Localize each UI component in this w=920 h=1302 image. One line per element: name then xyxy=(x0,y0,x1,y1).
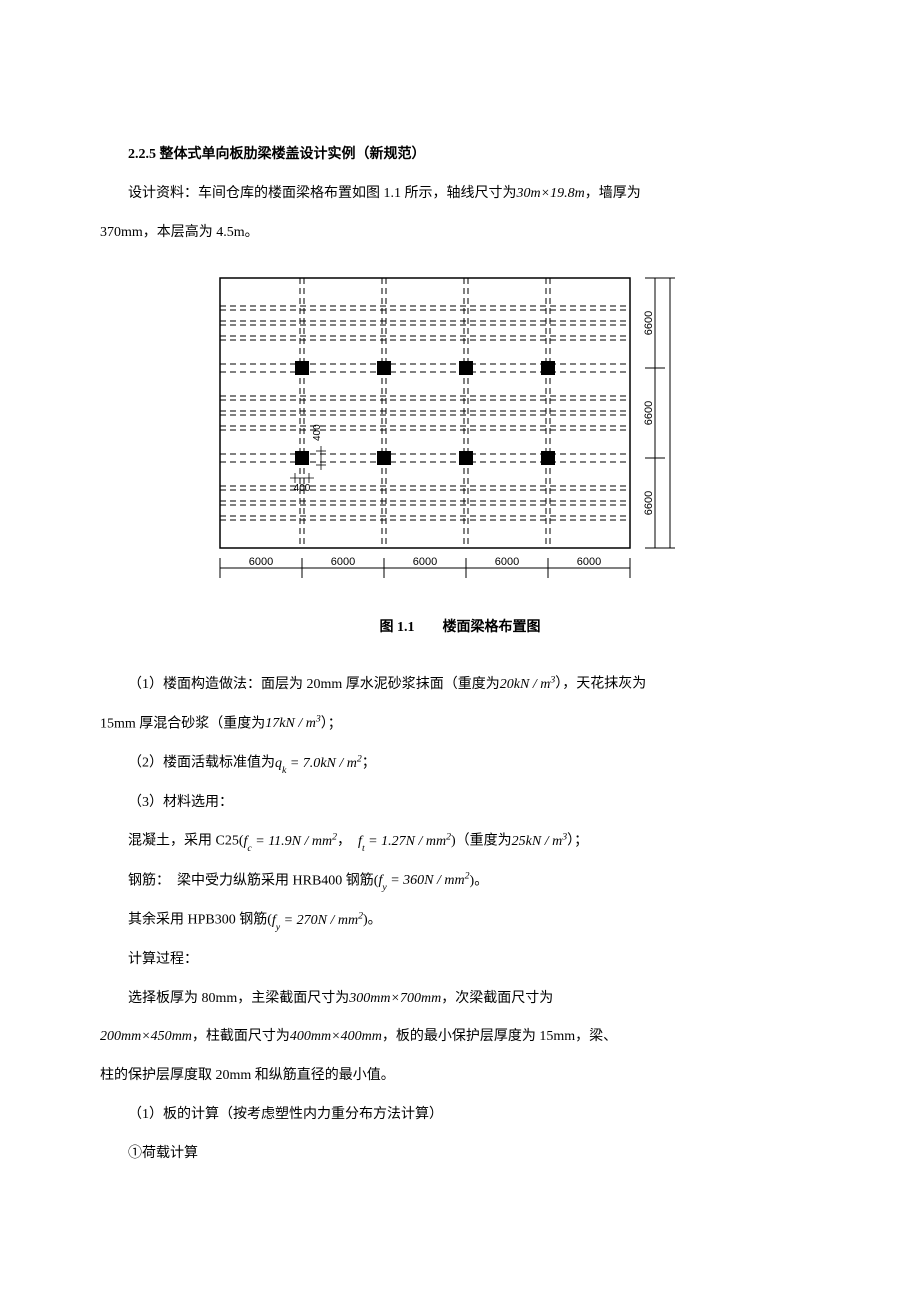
p5-c: ）； xyxy=(567,834,588,849)
p10-b: ，板的最小保护层厚度为 15mm，梁、 xyxy=(382,1029,617,1044)
p1-a: （1）楼面构造做法：面层为 20mm 厚水泥砂浆抹面（重度为 xyxy=(100,670,500,701)
para-2: 15mm 厚混合砂浆（重度为17kN / m3）； xyxy=(100,709,820,740)
x-label-4: 6000 xyxy=(577,556,601,568)
p2-b: ）； xyxy=(321,716,342,731)
p5-b: )（重度为 xyxy=(451,834,512,849)
intro-1-post: ，墙厚为 xyxy=(585,186,641,201)
para-13: ①荷载计算 xyxy=(100,1139,820,1170)
p10-v1: 200mm×450mm xyxy=(100,1029,192,1044)
floor-plan-svg: 400 400 6000 6000 6000 6000 6000 xyxy=(210,268,710,598)
p5-a: 混凝土，采用 C25( xyxy=(128,834,244,849)
floor-plan-diagram: 400 400 6000 6000 6000 6000 6000 xyxy=(100,268,820,598)
intro-dim: 30m×19.8m xyxy=(517,186,585,201)
dim-400v: 400 xyxy=(312,424,323,441)
p7-fy: fy = 270N / mm2 xyxy=(272,913,363,928)
para-11: 柱的保护层厚度取 20mm 和纵筋直径的最小值。 xyxy=(100,1061,820,1092)
p9-v1: 300mm×700mm xyxy=(349,991,441,1006)
para-1: （1）楼面构造做法：面层为 20mm 厚水泥砂浆抹面（重度为20kN / m3）… xyxy=(100,669,820,700)
p2-val: 17kN / m3 xyxy=(265,716,320,731)
p5-val: 25kN / m3 xyxy=(512,834,567,849)
p3-a: （2）楼面活载标准值为 xyxy=(128,756,275,771)
p6-a: 钢筋： 梁中受力纵筋采用 HRB400 钢筋( xyxy=(128,873,378,888)
p6-fy: fy = 360N / mm2 xyxy=(378,873,469,888)
p10-v2: 400mm×400mm xyxy=(290,1029,382,1044)
para-8: 计算过程： xyxy=(100,945,820,976)
p3-b: ； xyxy=(362,756,376,771)
y-label-0: 6600 xyxy=(643,311,655,335)
x-label-1: 6000 xyxy=(331,556,355,568)
para-3: （2）楼面活载标准值为qk = 7.0kN / m2； xyxy=(100,748,820,779)
dim-400h: 400 xyxy=(294,483,311,494)
x-label-3: 6000 xyxy=(495,556,519,568)
p2-a: 15mm 厚混合砂浆（重度为 xyxy=(100,716,265,731)
p7-a: 其余采用 HPB300 钢筋( xyxy=(128,913,272,928)
p9-b: ，次梁截面尺寸为 xyxy=(441,991,553,1006)
intro-line-1: 设计资料：车间仓库的楼面梁格布置如图 1.1 所示，轴线尺寸为30m×19.8m… xyxy=(100,179,820,210)
figure-caption: 图 1.1 楼面梁格布置图 xyxy=(100,613,820,644)
y-label-2: 6600 xyxy=(643,491,655,515)
p3-sym: qk = 7.0kN / m2 xyxy=(275,756,362,771)
x-label-2: 6000 xyxy=(413,556,437,568)
p10-a: ，柱截面尺寸为 xyxy=(192,1029,290,1044)
para-4: （3）材料选用： xyxy=(100,788,820,819)
para-12: （1）板的计算（按考虑塑性内力重分布方法计算） xyxy=(100,1100,820,1131)
p7-b: )。 xyxy=(363,913,382,928)
para-6: 钢筋： 梁中受力纵筋采用 HRB400 钢筋(fy = 360N / mm2)。 xyxy=(100,866,820,897)
y-label-1: 6600 xyxy=(643,401,655,425)
x-label-0: 6000 xyxy=(249,556,273,568)
intro-1-pre: 设计资料：车间仓库的楼面梁格布置如图 1.1 所示，轴线尺寸为 xyxy=(100,179,517,210)
p1-b: ），天花抹灰为 xyxy=(555,677,646,692)
para-5: 混凝土，采用 C25(fc = 11.9N / mm2， ft = 1.27N … xyxy=(100,826,820,857)
para-9: 选择板厚为 80mm，主梁截面尺寸为300mm×700mm，次梁截面尺寸为 xyxy=(100,984,820,1015)
p5-fc: fc = 11.9N / mm2 xyxy=(244,834,338,849)
section-heading: 2.2.5 整体式单向板肋梁楼盖设计实例（新规范） xyxy=(100,140,820,171)
p1-val1: 20kN / m3 xyxy=(500,677,555,692)
p5-mid: ， xyxy=(337,834,358,849)
para-10: 200mm×450mm，柱截面尺寸为400mm×400mm，板的最小保护层厚度为… xyxy=(100,1022,820,1053)
p9-a: 选择板厚为 80mm，主梁截面尺寸为 xyxy=(100,984,349,1015)
p5-ft: ft = 1.27N / mm2 xyxy=(358,834,451,849)
para-7: 其余采用 HPB300 钢筋(fy = 270N / mm2)。 xyxy=(100,905,820,936)
intro-line-2: 370mm，本层高为 4.5m。 xyxy=(100,218,820,249)
p6-b: )。 xyxy=(470,873,489,888)
